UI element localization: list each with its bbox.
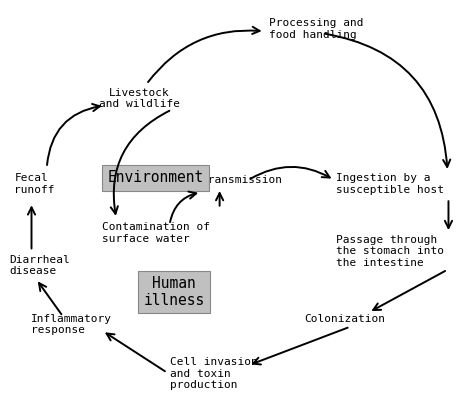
Text: Processing and
food handling: Processing and food handling bbox=[269, 19, 364, 40]
Text: Colonization: Colonization bbox=[304, 313, 385, 323]
Text: Diarrheal
disease: Diarrheal disease bbox=[10, 255, 71, 276]
Text: Environment: Environment bbox=[108, 171, 204, 185]
Text: Cell invasion
and toxin
production: Cell invasion and toxin production bbox=[170, 357, 257, 390]
Text: Contamination of
surface water: Contamination of surface water bbox=[102, 222, 210, 244]
Text: Ingestion by a
susceptible host: Ingestion by a susceptible host bbox=[337, 173, 444, 195]
Text: Passage through
the stomach into
the intestine: Passage through the stomach into the int… bbox=[337, 235, 444, 268]
Text: Transmission: Transmission bbox=[202, 175, 283, 185]
Text: Livestock
and wildlife: Livestock and wildlife bbox=[99, 88, 180, 109]
Text: Fecal
runoff: Fecal runoff bbox=[14, 173, 55, 195]
Text: Human
illness: Human illness bbox=[144, 276, 205, 308]
Text: Inflammatory
response: Inflammatory response bbox=[31, 314, 111, 335]
